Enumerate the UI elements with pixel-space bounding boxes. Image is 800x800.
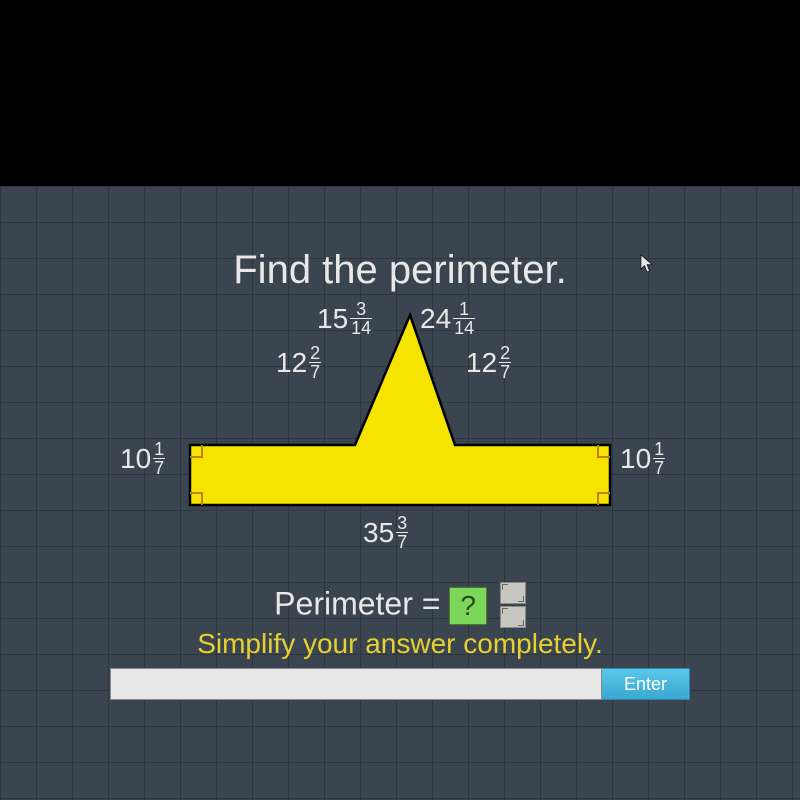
side-label-6: 3537 xyxy=(363,516,408,553)
label-denominator: 7 xyxy=(309,363,321,381)
answer-fraction-box[interactable] xyxy=(500,582,526,630)
label-fraction: 17 xyxy=(653,440,665,477)
label-fraction: 27 xyxy=(499,344,511,381)
label-numerator: 2 xyxy=(309,344,321,363)
enter-button[interactable]: Enter xyxy=(602,668,690,700)
label-whole: 15 xyxy=(317,303,348,334)
answer-input[interactable] xyxy=(110,668,602,700)
label-denominator: 7 xyxy=(396,533,408,551)
label-numerator: 1 xyxy=(453,300,475,319)
input-row: Enter xyxy=(110,668,690,700)
side-label-0: 15314 xyxy=(317,302,372,339)
perimeter-equation: Perimeter = ? xyxy=(0,582,800,630)
side-label-3: 1227 xyxy=(466,346,511,383)
label-fraction: 314 xyxy=(350,300,372,337)
label-denominator: 7 xyxy=(499,363,511,381)
label-numerator: 3 xyxy=(350,300,372,319)
label-whole: 10 xyxy=(620,443,651,474)
label-numerator: 1 xyxy=(653,440,665,459)
side-label-5: 1017 xyxy=(620,442,665,479)
label-fraction: 37 xyxy=(396,514,408,551)
label-fraction: 27 xyxy=(309,344,321,381)
shape-polygon xyxy=(190,315,610,505)
side-label-4: 1017 xyxy=(120,442,165,479)
answer-numerator-box[interactable] xyxy=(500,582,526,604)
side-label-1: 24114 xyxy=(420,302,475,339)
label-whole: 10 xyxy=(120,443,151,474)
label-denominator: 7 xyxy=(153,459,165,477)
label-whole: 24 xyxy=(420,303,451,334)
side-label-2: 1227 xyxy=(276,346,321,383)
label-numerator: 2 xyxy=(499,344,511,363)
label-fraction: 114 xyxy=(453,300,475,337)
label-denominator: 7 xyxy=(653,459,665,477)
perimeter-shape xyxy=(155,300,645,530)
perimeter-label: Perimeter = xyxy=(274,585,449,621)
label-numerator: 3 xyxy=(396,514,408,533)
label-whole: 12 xyxy=(466,347,497,378)
label-denominator: 14 xyxy=(453,319,475,337)
label-whole: 35 xyxy=(363,517,394,548)
answer-denominator-box[interactable] xyxy=(500,606,526,628)
label-numerator: 1 xyxy=(153,440,165,459)
label-denominator: 14 xyxy=(350,319,372,337)
label-fraction: 17 xyxy=(153,440,165,477)
label-whole: 12 xyxy=(276,347,307,378)
instruction-text: Simplify your answer completely. xyxy=(0,628,800,660)
answer-whole-box[interactable]: ? xyxy=(449,587,487,625)
